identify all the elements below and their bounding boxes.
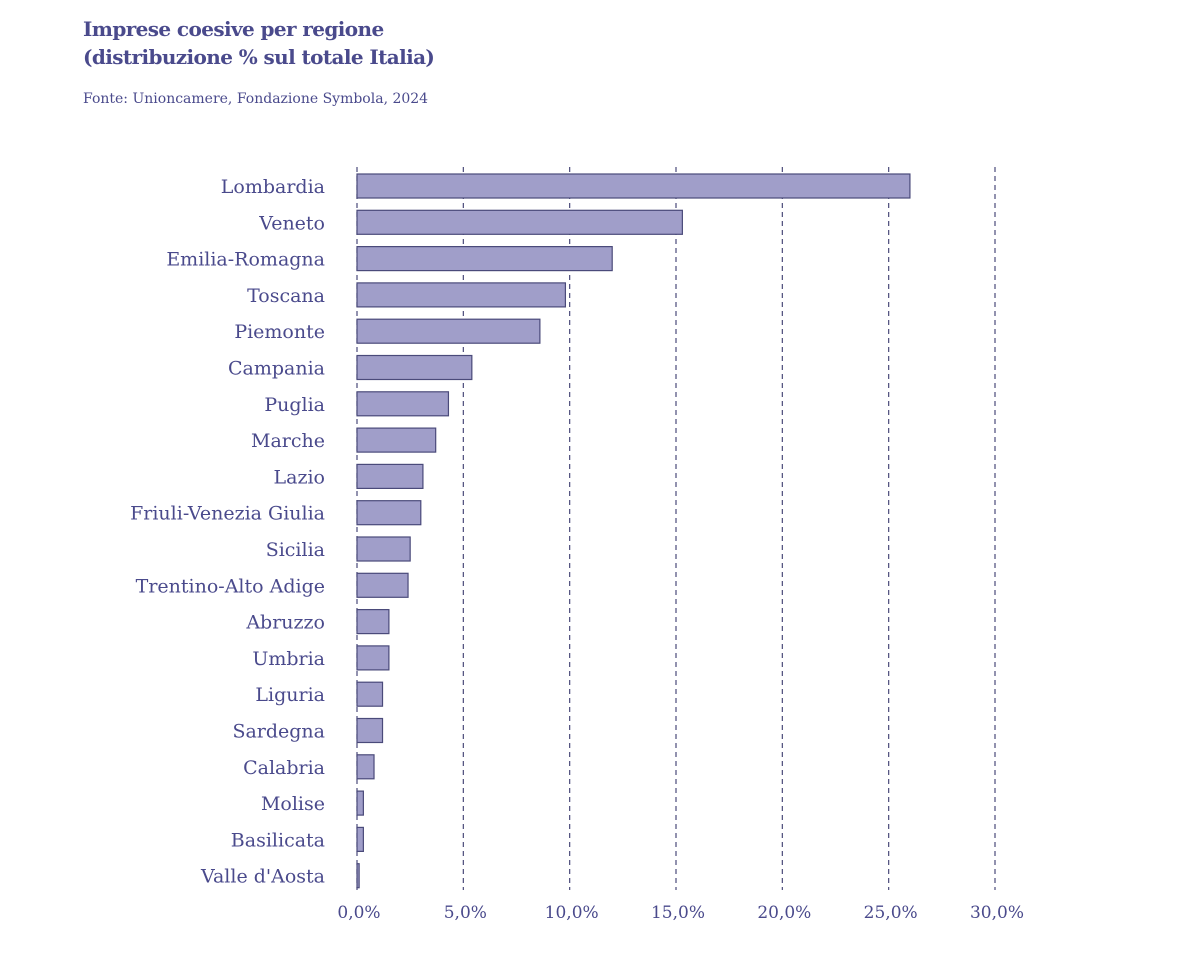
category-label: Lombardia <box>221 176 325 198</box>
category-label: Valle d'Aosta <box>200 866 325 888</box>
bar <box>356 536 411 562</box>
category-label: Umbria <box>252 648 325 670</box>
bar <box>356 681 384 707</box>
category-label: Sardegna <box>232 721 325 743</box>
bar <box>356 318 541 344</box>
bar <box>356 572 409 598</box>
x-tick-label: 5,0% <box>444 903 487 923</box>
x-tick-label: 15,0% <box>651 903 705 923</box>
category-label: Marche <box>251 430 325 452</box>
bar <box>356 826 364 853</box>
x-tick-label: 20,0% <box>757 903 811 923</box>
category-label: Toscana <box>247 285 325 307</box>
x-tick-label: 0,0% <box>337 903 380 923</box>
category-label: Campania <box>228 358 325 380</box>
bar <box>356 354 473 381</box>
x-tick-label: 30,0% <box>970 903 1024 923</box>
bar <box>356 717 384 744</box>
category-label: Basilicata <box>231 829 325 851</box>
category-label: Sicilia <box>266 539 325 561</box>
category-label: Calabria <box>243 757 325 779</box>
chart-title-line1: Imprese coesive per regione <box>83 17 384 41</box>
category-label: Emilia-Romagna <box>166 249 325 271</box>
category-label: Molise <box>261 793 325 815</box>
bar <box>356 173 911 199</box>
bar <box>356 427 437 453</box>
category-label: Abruzzo <box>245 612 325 634</box>
category-label: Lazio <box>274 466 325 488</box>
x-tick-label: 10,0% <box>545 903 599 923</box>
category-label: Trentino-Alto Adige <box>136 575 325 597</box>
bar <box>356 463 424 489</box>
bar <box>356 754 375 780</box>
bar <box>356 608 390 635</box>
bar <box>356 209 683 235</box>
bar <box>356 282 567 308</box>
bar <box>356 645 390 671</box>
bar <box>356 246 613 272</box>
category-label: Puglia <box>264 394 325 416</box>
chart-title-line2: (distribuzione % sul totale Italia) <box>83 45 435 69</box>
bar <box>356 790 364 816</box>
bar <box>356 500 422 526</box>
category-label: Veneto <box>258 212 325 234</box>
bar <box>356 391 450 417</box>
category-label: Piemonte <box>234 321 325 343</box>
bar <box>356 863 360 889</box>
chart-title: Imprese coesive per regione (distribuzio… <box>83 15 435 71</box>
category-label: Liguria <box>255 684 325 706</box>
x-tick-label: 25,0% <box>864 903 918 923</box>
chart-source: Fonte: Unioncamere, Fondazione Symbola, … <box>83 91 429 107</box>
category-label: Friuli-Venezia Giulia <box>130 503 325 525</box>
